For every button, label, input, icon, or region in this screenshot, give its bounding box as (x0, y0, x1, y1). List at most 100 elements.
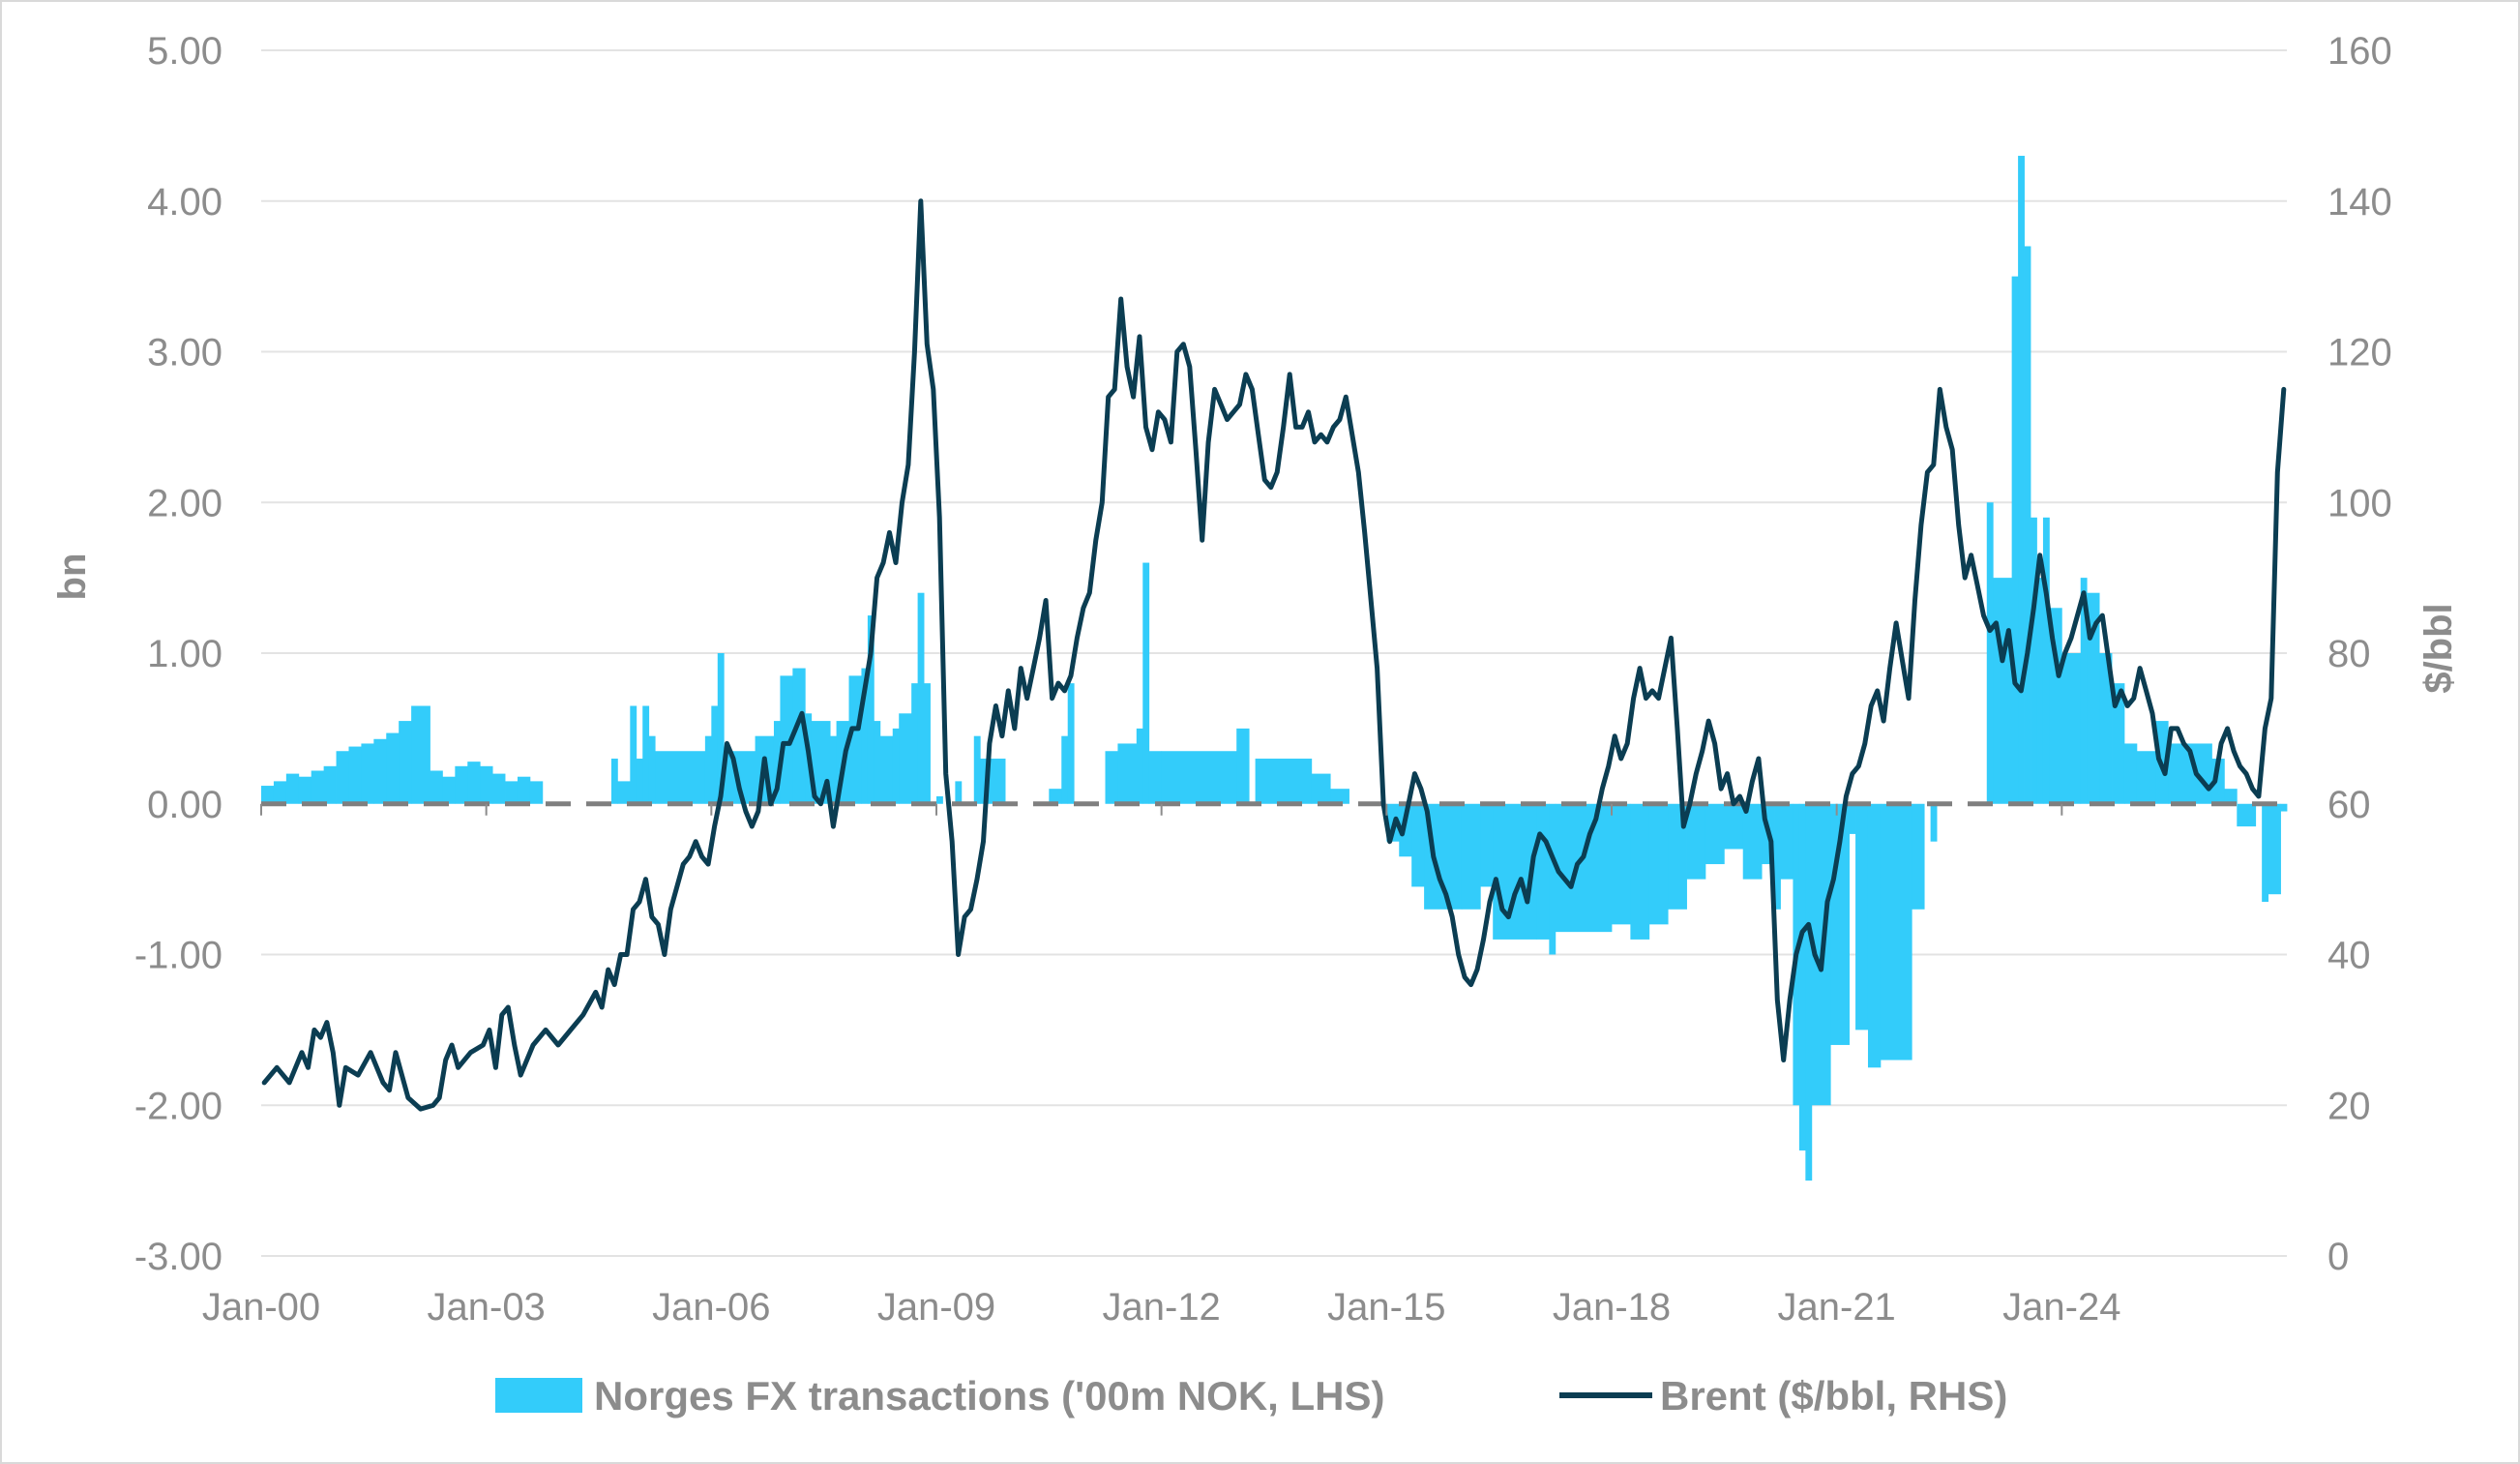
x-tick-label: Jan-09 (877, 1286, 995, 1329)
fx-bar (630, 705, 637, 804)
fx-bar (780, 675, 793, 804)
fx-bar (1311, 773, 1331, 804)
brent-line-layer (261, 198, 2287, 1112)
fx-bar (2123, 743, 2138, 804)
y-left-tick-label: 5.00 (147, 30, 222, 73)
fx-bar (867, 615, 875, 804)
fx-transaction-bars (261, 156, 2288, 1181)
fx-bar (323, 765, 337, 804)
fx-bar (2042, 517, 2050, 804)
fx-bar (2087, 592, 2100, 804)
fx-bar (648, 735, 656, 804)
fx-bar (2018, 156, 2025, 804)
legend-bar-label: Norges FX transactions ('00m NOK, LHS) (594, 1373, 1384, 1419)
y-right-tick-label: 120 (2327, 332, 2392, 374)
fx-bar (1724, 803, 1744, 850)
fx-bar (529, 781, 544, 804)
fx-bar (1993, 578, 2013, 804)
fx-bar (430, 770, 443, 804)
fx-bar (2080, 578, 2088, 804)
fx-bar (1912, 803, 1925, 910)
fx-bar (2224, 789, 2238, 804)
fx-bar (1411, 803, 1425, 887)
fx-bar (273, 781, 287, 804)
fx-bar (2280, 803, 2288, 812)
fx-bar (1742, 803, 1763, 880)
fx-bar (1049, 789, 1062, 804)
fx-bar (1630, 803, 1650, 940)
fx-bar (899, 713, 912, 804)
fx-bar (717, 653, 725, 804)
fx-bar (874, 721, 881, 804)
fx-bar (442, 776, 456, 804)
fx-bar (1930, 803, 1938, 842)
y-right-tick-label: 100 (2327, 482, 2392, 524)
fx-bar (2237, 803, 2257, 827)
y-left-tick-label: 1.00 (147, 633, 222, 675)
fx-bar (773, 721, 781, 804)
fx-bar (467, 762, 481, 804)
fx-bar (1480, 803, 1494, 887)
fx-bar (1236, 728, 1250, 804)
axes: 5.00 160 4.00 140 3.00 120 2.00 100 1.00 80 0.00 60… (134, 30, 2392, 1329)
fx-bar (1105, 751, 1118, 804)
fx-bar (892, 728, 900, 804)
x-tick-label: Jan-21 (1778, 1286, 1896, 1329)
fx-bar (936, 795, 943, 804)
fx-bar (386, 732, 400, 804)
fx-bar (2031, 517, 2037, 804)
fx-bar (298, 776, 312, 804)
fx-bar (2136, 751, 2156, 804)
fx-bar (2268, 803, 2281, 895)
y-left-tick-label: -3.00 (134, 1236, 222, 1278)
fx-bar (361, 743, 374, 804)
y-right-tick-label: 60 (2327, 784, 2371, 826)
fx-bar (2011, 276, 2019, 804)
fx-bar (1461, 803, 1481, 910)
fx-bar (373, 738, 387, 804)
fx-bar (480, 765, 493, 804)
fx-bar (1774, 803, 1781, 910)
fx-bar (792, 668, 806, 804)
fx-bar (711, 705, 719, 804)
x-tick-label: Jan-00 (202, 1286, 320, 1329)
fx-bar (2036, 578, 2044, 804)
fx-bar (1330, 789, 1349, 804)
fx-bar (1067, 683, 1075, 804)
y-right-tick-label: 160 (2327, 30, 2392, 73)
y-right-tick-label: 0 (2327, 1236, 2349, 1278)
fx-bar (2112, 683, 2125, 804)
x-tick-label: Jan-12 (1103, 1286, 1221, 1329)
fx-bar (261, 786, 275, 804)
fx-bar (1399, 803, 1412, 857)
fx-bar (861, 668, 869, 804)
fx-bar (911, 683, 919, 804)
fx-bar (1161, 751, 1237, 804)
y-left-tick-label: 0.00 (147, 784, 222, 826)
y-right-tick-label: 40 (2327, 935, 2371, 977)
fx-bar (455, 765, 468, 804)
fx-bar (1648, 803, 1669, 925)
fx-bar (2262, 803, 2269, 902)
fx-bar (411, 705, 430, 804)
fx-bar (1117, 743, 1138, 804)
y-right-tick-label: 80 (2327, 633, 2371, 675)
fx-bar (1148, 751, 1163, 804)
fx-bar (1668, 803, 1687, 910)
fx-bar (336, 751, 349, 804)
fx-bar (1855, 803, 1869, 1031)
fx-bar (311, 770, 325, 804)
fx-bar (1780, 803, 1794, 880)
fx-bar (1549, 803, 1556, 955)
x-tick-label: Jan-18 (1553, 1286, 1671, 1329)
fx-bar (399, 721, 412, 804)
fx-bar (642, 705, 650, 804)
gridlines (261, 49, 2287, 1257)
fx-bar (1849, 803, 1856, 834)
x-tick-label: Jan-06 (652, 1286, 770, 1329)
fx-bar (1136, 728, 1143, 804)
fx-bar (505, 781, 519, 804)
y-left-tick-label: 2.00 (147, 482, 222, 524)
y-left-tick-label: -1.00 (134, 935, 222, 977)
fx-bar (1555, 803, 1613, 933)
